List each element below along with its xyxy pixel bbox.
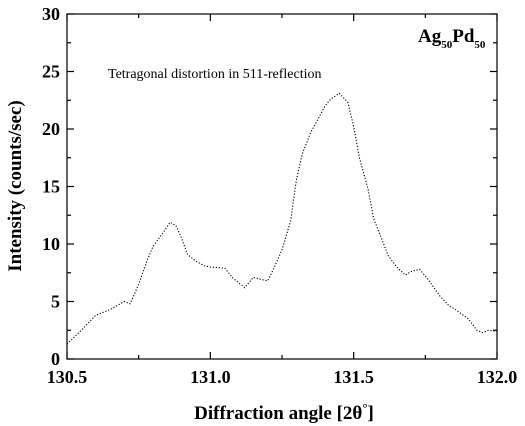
x-tick-label: 132.0 — [477, 367, 518, 387]
sample-label-pd: Pd — [452, 26, 475, 47]
y-tick-label: 5 — [51, 292, 60, 312]
x-axis-title: Diffraction angle [2θ°] — [194, 400, 374, 424]
x-tick-label: 130.5 — [47, 367, 88, 387]
x-tick-label: 131.0 — [190, 367, 231, 387]
series-line — [66, 92, 498, 345]
x-tick-label: 131.5 — [333, 367, 374, 387]
sample-label: Ag50Pd50 — [418, 26, 486, 51]
y-tick-label: 20 — [42, 119, 60, 139]
sample-label-ag: Ag — [418, 26, 442, 47]
y-tick-label: 15 — [42, 177, 60, 197]
chart-annotation: Tetragonal distortion in 511-reflection — [108, 67, 322, 82]
y-tick-label: 30 — [42, 4, 60, 24]
y-tick-label: 0 — [51, 349, 60, 369]
plot-frame — [66, 13, 498, 360]
y-tick-label: 25 — [42, 62, 60, 82]
sample-label-ag-subscript: 50 — [441, 39, 453, 51]
sample-label-pd-subscript: 50 — [474, 39, 486, 51]
y-tick-label: 10 — [42, 234, 60, 254]
y-axis-title: Intensity (counts/sec) — [5, 100, 26, 272]
